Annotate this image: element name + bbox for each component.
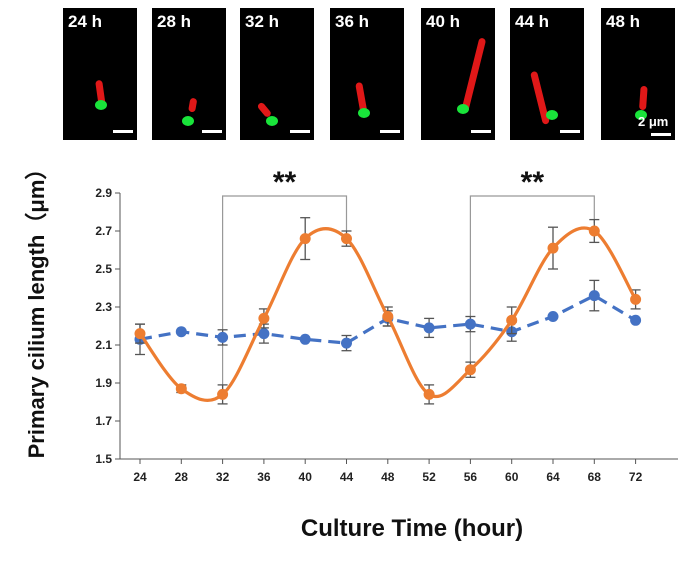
x-tick-label: 24: [133, 470, 147, 484]
cilium-image-panels: 24 h 28 h 32 h 36 h 40 h 44 h 48 h 2 μm: [0, 0, 700, 150]
data-point: [588, 225, 600, 237]
basal-body-dot: [457, 104, 469, 114]
data-point: [630, 314, 642, 326]
x-tick-label: 68: [588, 470, 602, 484]
basal-body-dot: [266, 116, 278, 126]
data-point: [217, 388, 229, 400]
x-tick-label: 40: [299, 470, 313, 484]
significance-label: **: [521, 166, 545, 199]
y-tick-label: 1.9: [95, 376, 112, 390]
scale-bar-label: 2 μm: [638, 114, 669, 129]
scale-bar: [560, 130, 580, 133]
x-tick-label: 52: [422, 470, 436, 484]
data-point: [464, 364, 476, 376]
cilium-panel: 48 h 2 μm: [601, 8, 675, 140]
data-point: [547, 311, 559, 322]
data-point: [341, 233, 352, 245]
scale-bar: [202, 130, 222, 133]
y-tick-label: 1.7: [95, 414, 112, 428]
data-point: [175, 383, 187, 395]
data-point: [423, 322, 435, 334]
cilium-shape: [188, 97, 198, 113]
series-layer: [134, 217, 642, 405]
data-point: [423, 388, 435, 400]
cilium-panel: 40 h: [421, 8, 495, 140]
timepoint-label: 36 h: [335, 12, 370, 31]
data-point: [299, 333, 311, 345]
x-tick-label: 36: [257, 470, 271, 484]
x-tick-label: 44: [340, 470, 354, 484]
timepoint-label: 32 h: [245, 12, 280, 31]
data-point: [258, 312, 270, 324]
y-tick-label: 2.7: [95, 224, 112, 238]
data-point: [258, 328, 270, 340]
basal-body-dot: [95, 100, 107, 110]
data-point: [630, 293, 642, 305]
scale-bar: [113, 130, 133, 133]
basal-body-dot: [635, 110, 647, 120]
y-tick-label: 2.3: [95, 300, 112, 314]
x-axis-title: Culture Time (hour): [301, 515, 523, 542]
data-point: [547, 242, 559, 254]
y-tick-label: 1.5: [95, 452, 112, 466]
y-tick-label: 2.5: [95, 262, 112, 276]
data-point: [175, 326, 187, 338]
significance-bracket: [469, 195, 595, 368]
basal-body-dot: [182, 116, 194, 126]
scale-bar: [471, 130, 491, 133]
cilium-panel: 44 h: [510, 8, 584, 140]
cilium-length-chart: 1.5 1.7 1.9 2.1 2.3 2.5 2.7 2.9 24 28 32 36 40 44 48 52…: [24, 158, 678, 542]
data-point: [382, 311, 394, 322]
timepoint-label: 48 h: [606, 12, 641, 31]
data-point: [341, 337, 352, 349]
x-tick-label: 56: [464, 470, 478, 484]
basal-body-dot: [358, 108, 370, 118]
cilium-shape: [461, 37, 487, 113]
data-point: [217, 331, 229, 343]
data-point: [134, 328, 146, 340]
chart-axes: 1.5 1.7 1.9 2.1 2.3 2.5 2.7 2.9 24 28 32 36 40 44 48 52…: [95, 186, 678, 484]
cilium-panel: 36 h: [330, 8, 404, 140]
series-1: [134, 217, 642, 405]
cilium-panel: 32 h: [240, 8, 314, 140]
data-point: [464, 318, 476, 330]
scale-bar: [290, 130, 310, 133]
scale-bar: [380, 130, 400, 133]
y-tick-label: 2.1: [95, 338, 112, 352]
x-tick-label: 72: [629, 470, 643, 484]
timepoint-label: 24 h: [68, 12, 103, 31]
cilium-shape: [639, 85, 648, 111]
timepoint-label: 40 h: [426, 12, 461, 31]
y-axis-title: Primary cilium length（μm）: [24, 158, 49, 459]
significance-brackets: ** **: [222, 166, 595, 393]
y-tick-label: 2.9: [95, 186, 112, 200]
x-tick-label: 64: [546, 470, 560, 484]
timepoint-label: 28 h: [157, 12, 192, 31]
x-tick-label: 48: [381, 470, 395, 484]
data-point: [299, 233, 311, 245]
x-tick-label: 32: [216, 470, 230, 484]
x-tick-label: 60: [505, 470, 519, 484]
significance-bracket: [222, 195, 348, 393]
cilium-panel: 28 h: [152, 8, 226, 140]
x-tick-label: 28: [175, 470, 189, 484]
basal-body-dot: [546, 110, 558, 120]
significance-label: **: [273, 166, 297, 199]
timepoint-label: 44 h: [515, 12, 550, 31]
cilium-panel: 24 h: [63, 8, 137, 140]
scale-bar: [651, 133, 671, 136]
data-point: [506, 314, 518, 326]
data-point: [588, 290, 600, 302]
